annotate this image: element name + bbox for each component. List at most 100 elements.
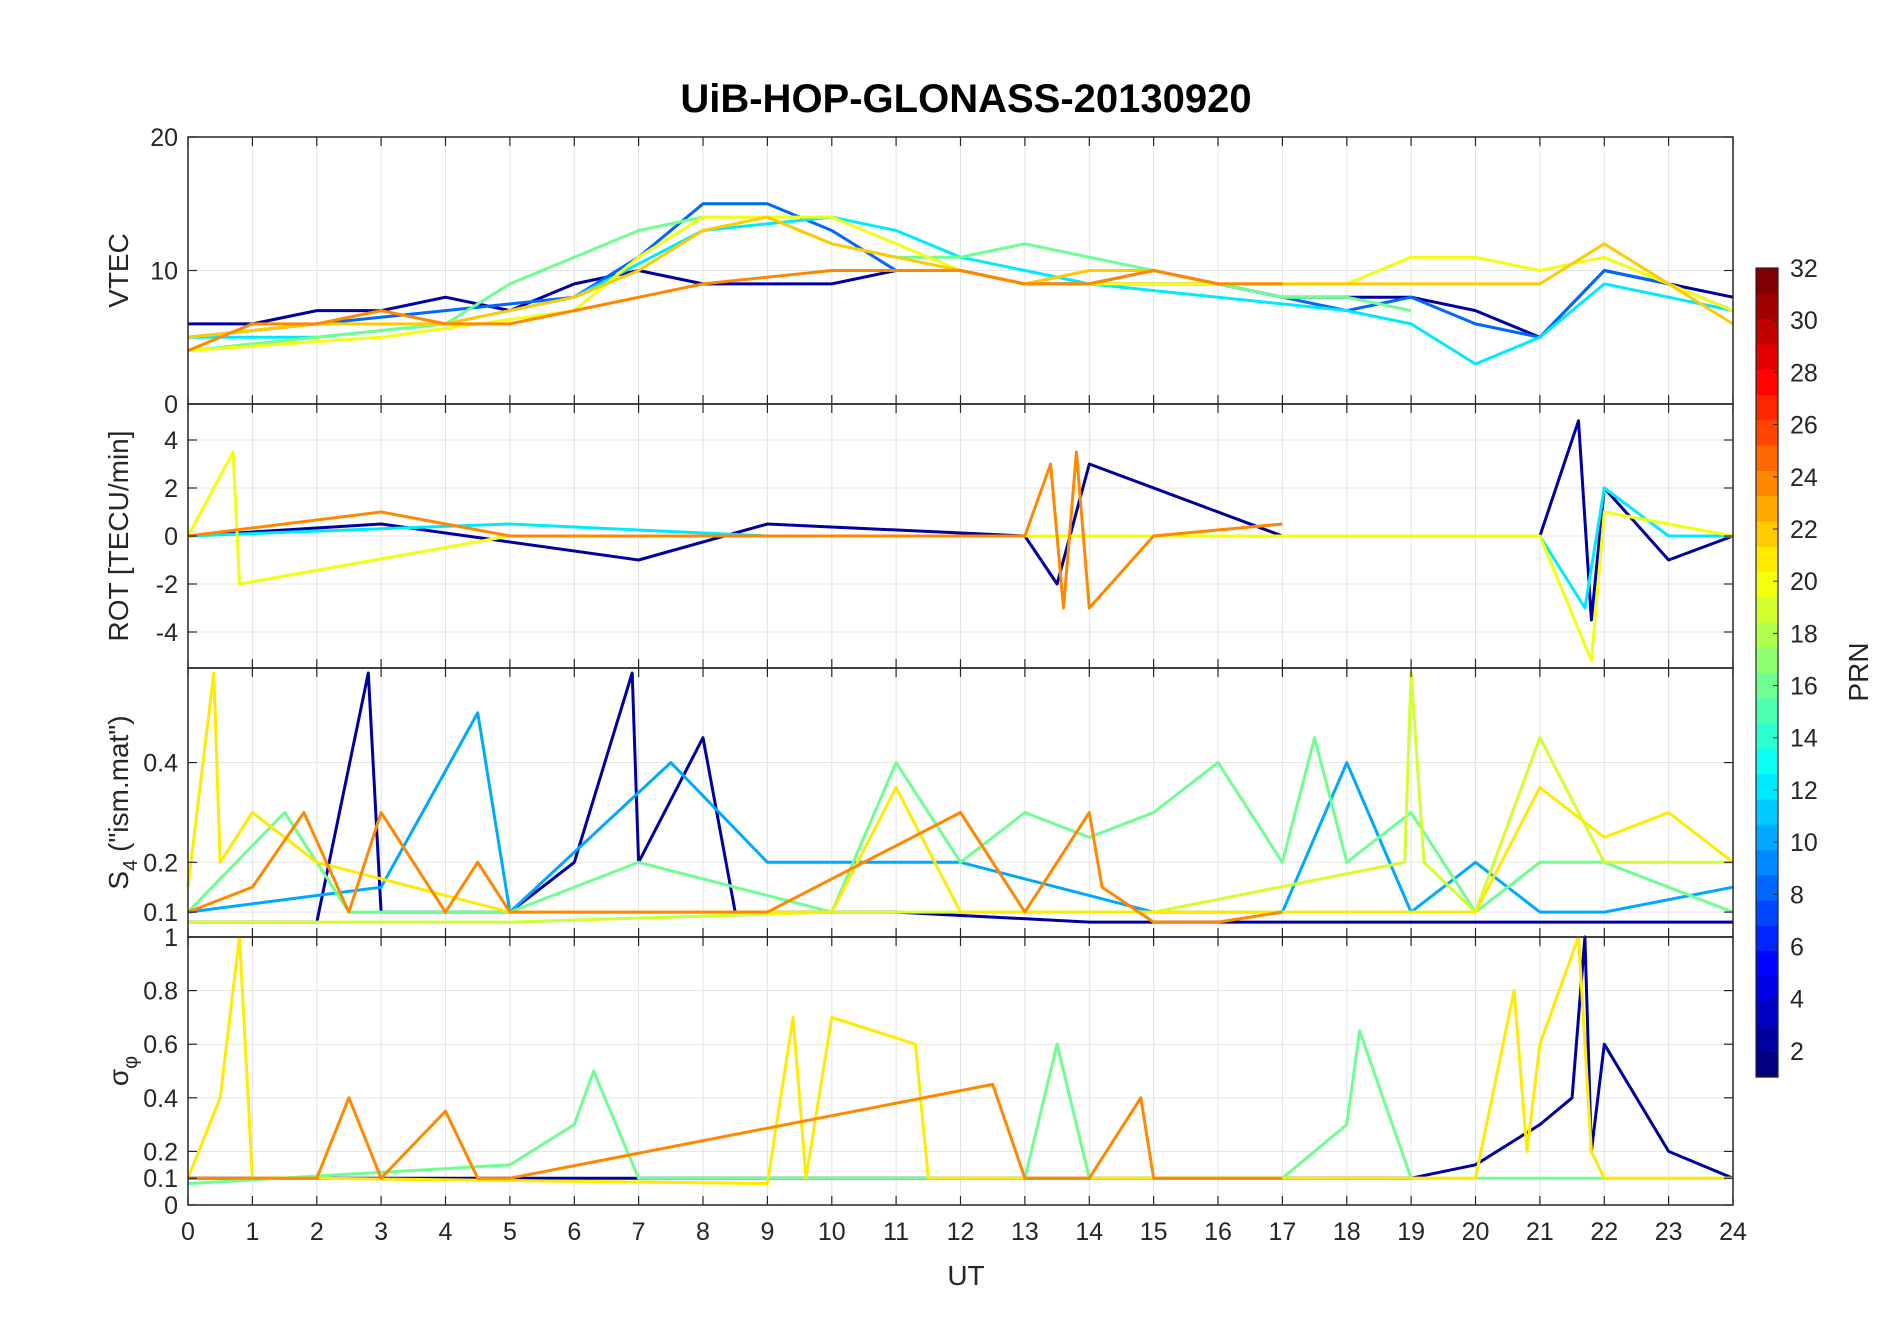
x-tick-label: 10	[818, 1218, 846, 1246]
y-tick-label: 0	[164, 391, 178, 419]
colorbar-swatch	[1756, 697, 1778, 724]
y-tick-label: 1	[164, 924, 178, 952]
colorbar-swatch	[1756, 748, 1778, 775]
colorbar-tick-label: 26	[1790, 412, 1818, 440]
colorbar-swatch	[1756, 318, 1778, 345]
x-tick-label: 5	[503, 1218, 517, 1246]
colorbar-swatch	[1756, 293, 1778, 320]
y-tick-label: 0.2	[143, 1138, 178, 1166]
colorbar-swatch	[1756, 1001, 1778, 1028]
colorbar-tick-label: 20	[1790, 568, 1818, 596]
y-axis-label-s4: S4 ("ism.mat")	[103, 715, 142, 889]
colorbar-swatch	[1756, 1026, 1778, 1053]
y-tick-label: 0.4	[143, 750, 178, 778]
x-tick-label: 18	[1333, 1218, 1361, 1246]
colorbar-tick-label: 18	[1790, 620, 1818, 648]
x-tick-label: 0	[181, 1218, 195, 1246]
x-axis-label: UT	[947, 1260, 984, 1291]
colorbar-swatch	[1756, 824, 1778, 851]
colorbar-tick-label: 10	[1790, 829, 1818, 857]
y-tick-label: 20	[150, 124, 178, 152]
series-line-prn-24	[187, 269, 1283, 352]
colorbar-tick-label: 22	[1790, 516, 1818, 544]
series-group-s4	[186, 671, 1734, 924]
colorbar-tick-label: 6	[1790, 934, 1804, 962]
x-tick-label: 21	[1526, 1218, 1554, 1246]
colorbar-tick-label: 2	[1790, 1038, 1804, 1066]
colorbar-swatch	[1756, 571, 1778, 598]
colorbar-tick-label: 32	[1790, 255, 1818, 283]
colorbar-swatch	[1756, 798, 1778, 825]
colorbar-swatch	[1756, 394, 1778, 421]
colorbar-tick-label: 16	[1790, 673, 1818, 701]
x-tick-label: 17	[1268, 1218, 1296, 1246]
y-tick-label: 0.1	[143, 899, 178, 927]
colorbar-tick-label: 14	[1790, 725, 1818, 753]
colorbar-swatch	[1756, 343, 1778, 370]
colorbar-tick-label: 12	[1790, 777, 1818, 805]
colorbar-swatch	[1756, 445, 1778, 471]
y-tick-label: 0	[164, 523, 178, 551]
y-tick-label: -4	[156, 619, 178, 647]
colorbar-swatch	[1756, 723, 1778, 749]
x-tick-label: 13	[1011, 1218, 1039, 1246]
y-axis-label-vtec: VTEC	[103, 233, 134, 308]
panel-sigma_phi: 00.10.2 0.4 0.6 0.8 1 σφ	[103, 924, 1734, 1220]
x-tick-label: 7	[632, 1218, 646, 1246]
colorbar-swatch	[1756, 900, 1778, 926]
series-line-prn-24	[188, 1082, 1283, 1180]
series-line-prn-16	[187, 1029, 1733, 1186]
y-tick-label: 2	[164, 475, 178, 503]
x-tick-label: 4	[439, 1218, 453, 1246]
colorbar-tick-label: 8	[1790, 881, 1804, 909]
y-tick-label: 0.2	[143, 849, 178, 877]
y-tick-label: 0.4	[143, 1085, 178, 1113]
x-tick-label: 1	[245, 1218, 259, 1246]
x-tick-label: 22	[1590, 1218, 1618, 1246]
colorbar-swatch	[1756, 874, 1778, 901]
y-axis-label-sigma_phi: σφ	[103, 1056, 142, 1086]
x-tick-label: 12	[947, 1218, 975, 1246]
chart-title: UiB-HOP-GLONASS-20130920	[680, 77, 1251, 121]
panel-s4: 0.1 0.2 0.4S4 ("ism.mat")	[103, 667, 1734, 938]
y-tick-label: 0.8	[143, 978, 178, 1006]
colorbar-swatch	[1756, 672, 1778, 699]
x-tick-label: 19	[1397, 1218, 1425, 1246]
y-axis-label-rot: ROT [TECU/min]	[103, 430, 134, 641]
x-tick-label: 3	[374, 1218, 388, 1246]
colorbar-swatch	[1756, 470, 1778, 497]
colorbar-swatch	[1756, 849, 1778, 876]
y-tick-label: 0.1	[143, 1165, 178, 1193]
x-tick-label: 24	[1719, 1218, 1747, 1246]
x-tick-label: 15	[1140, 1218, 1168, 1246]
x-tick-label: 8	[696, 1218, 710, 1246]
series-line-prn-24	[187, 450, 1283, 610]
y-tick-label: 4	[164, 427, 178, 455]
colorbar-label: PRN	[1843, 642, 1874, 701]
x-tick-label: 16	[1204, 1218, 1232, 1246]
series-line-prn-24	[187, 811, 1283, 924]
colorbar-swatch	[1756, 369, 1778, 395]
x-tick-label: 23	[1655, 1218, 1683, 1246]
x-tick-label: 2	[310, 1218, 324, 1246]
colorbar-swatch	[1756, 419, 1778, 446]
colorbar-swatch	[1756, 621, 1778, 648]
y-tick-label: -2	[156, 571, 178, 599]
colorbar-frame	[1755, 267, 1779, 1078]
colorbar-tick-label: 4	[1790, 986, 1804, 1014]
colorbar-tick-label: 30	[1790, 307, 1818, 335]
colorbar-tick-label: 28	[1790, 359, 1818, 387]
panel-rot: -4 -2 0 2 4 ROT [TECU/min]	[103, 403, 1734, 669]
colorbar-swatch	[1756, 950, 1778, 977]
series-line-prn-21	[186, 671, 1734, 914]
series-group-rot	[186, 419, 1734, 663]
colorbar-swatch	[1756, 520, 1778, 547]
colorbar-swatch	[1756, 1051, 1778, 1078]
x-tick-label: 11	[883, 1218, 909, 1246]
colorbar-swatch	[1756, 647, 1778, 674]
colorbar-swatch	[1756, 773, 1778, 800]
colorbar-swatch	[1756, 596, 1778, 623]
series-line-prn-16	[186, 736, 1734, 914]
